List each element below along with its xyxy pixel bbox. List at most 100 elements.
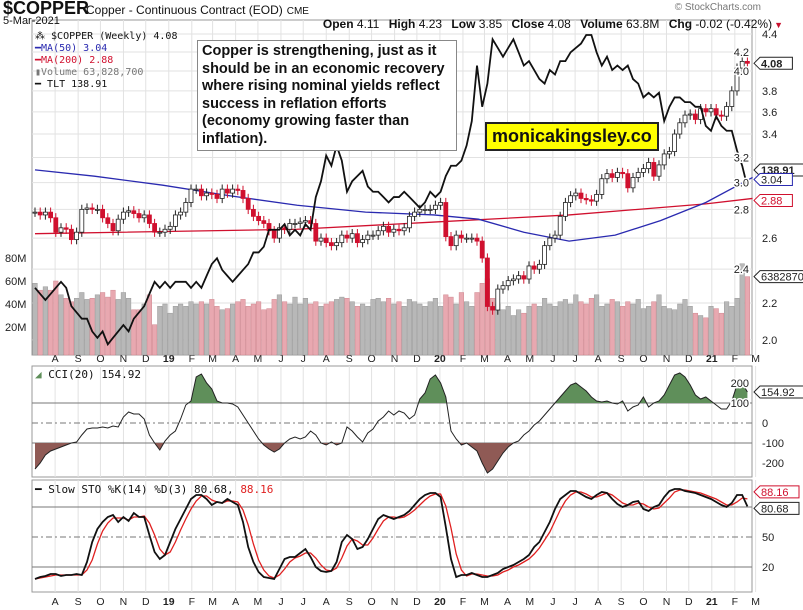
ma200-line xyxy=(34,197,753,235)
candle-body xyxy=(672,133,677,152)
cci-line xyxy=(34,372,748,474)
candle-body xyxy=(552,234,558,239)
candle xyxy=(245,193,251,215)
value-tag-box xyxy=(753,485,800,499)
candle-body xyxy=(110,223,116,232)
volume-bar xyxy=(204,303,210,356)
volume-bar xyxy=(599,306,605,356)
candle-body xyxy=(224,188,230,194)
candle xyxy=(193,184,199,194)
volume-bar xyxy=(521,312,527,356)
candle xyxy=(328,237,334,251)
volume-bar xyxy=(230,303,236,356)
candle xyxy=(667,146,672,159)
candle-body xyxy=(464,237,470,240)
candle xyxy=(448,232,454,251)
candle-body xyxy=(323,237,329,244)
volume-bar xyxy=(131,309,137,356)
month-tick-label: M xyxy=(208,353,217,365)
volume-bar xyxy=(739,263,745,356)
candle xyxy=(136,208,142,223)
volume-bar xyxy=(308,303,314,356)
close-value: 4.08 xyxy=(547,17,571,31)
candle xyxy=(500,281,506,294)
volume-bar xyxy=(271,299,277,356)
month-tick-label: S xyxy=(346,353,353,365)
month-tick-label: J xyxy=(278,596,283,608)
price-tick-label: 2.8 xyxy=(734,204,749,216)
sto-legend: ━ Slow STO %K(14) %D(3) 80.68, 88.16 xyxy=(35,483,274,496)
candle xyxy=(276,223,282,243)
volume-label: Volume xyxy=(580,17,623,31)
candle xyxy=(365,230,371,245)
month-tick-label: F xyxy=(732,596,738,608)
price-tick-label: 2.4 xyxy=(734,264,749,276)
candle-body xyxy=(204,192,210,197)
candle xyxy=(115,214,121,236)
volume-bar xyxy=(53,280,59,356)
volume-bar xyxy=(687,306,693,356)
candle-body xyxy=(349,233,355,239)
candle xyxy=(354,229,360,248)
candle xyxy=(334,237,340,251)
candle xyxy=(677,118,683,139)
candle-body xyxy=(526,265,532,280)
candle xyxy=(261,215,267,229)
volume-bar xyxy=(438,306,444,356)
value-tag-text: 154.92 xyxy=(761,387,795,399)
candle xyxy=(537,259,542,274)
candle xyxy=(583,193,589,205)
candle xyxy=(453,230,459,251)
candle xyxy=(563,197,568,222)
candle-body xyxy=(297,221,303,224)
candle xyxy=(464,233,470,243)
volume-bar xyxy=(479,283,485,356)
candle xyxy=(162,224,168,237)
legend-volume-text: Volume 63,828,700 xyxy=(41,67,144,78)
candle xyxy=(594,189,599,206)
candle xyxy=(568,191,573,208)
candle-body xyxy=(719,114,724,117)
month-tick-label: F xyxy=(189,596,195,608)
price-tick-label: 4.2 xyxy=(734,47,749,59)
volume-bar xyxy=(640,308,646,356)
month-tick-label: 20 xyxy=(434,353,446,365)
open-value: 4.11 xyxy=(356,17,380,31)
candle-body xyxy=(365,234,371,241)
cci-tick-label: -200 xyxy=(762,458,784,470)
month-tick-label: J xyxy=(278,353,283,365)
sto-d-legend-text: 88.16 xyxy=(240,483,274,496)
volume-bar xyxy=(94,294,100,356)
volume-bar xyxy=(547,303,553,356)
volume-value: 63.8M xyxy=(626,17,660,31)
volume-bar xyxy=(365,306,371,356)
volume-bar xyxy=(58,294,64,356)
candle-body xyxy=(406,215,412,229)
volume-bar xyxy=(349,301,355,356)
month-tick-label: F xyxy=(460,353,466,365)
candle-body xyxy=(292,223,298,225)
value-tag: 3.04 xyxy=(753,172,793,186)
candle-body xyxy=(328,242,334,247)
month-tick-label: J xyxy=(550,596,555,608)
candle xyxy=(292,218,298,229)
volume-bar xyxy=(162,303,168,356)
candle-body xyxy=(230,188,236,194)
volume-bar xyxy=(386,298,392,356)
candle-body xyxy=(417,208,423,213)
month-tick-label: D xyxy=(142,353,150,365)
value-tag-text: 80.68 xyxy=(761,503,789,515)
volume-bar xyxy=(37,289,43,356)
price-tick-label: 3.8 xyxy=(762,86,777,98)
value-tag-box xyxy=(753,56,793,70)
candle-body xyxy=(594,194,599,202)
candle xyxy=(349,229,355,243)
panel-2 xyxy=(31,479,753,593)
candle-body xyxy=(48,211,53,219)
volume-bar xyxy=(318,306,324,356)
candle xyxy=(339,230,345,248)
candle-body xyxy=(500,285,506,290)
value-tag: 80.68 xyxy=(753,501,800,515)
volume-bar xyxy=(401,306,407,356)
candle xyxy=(651,157,657,181)
